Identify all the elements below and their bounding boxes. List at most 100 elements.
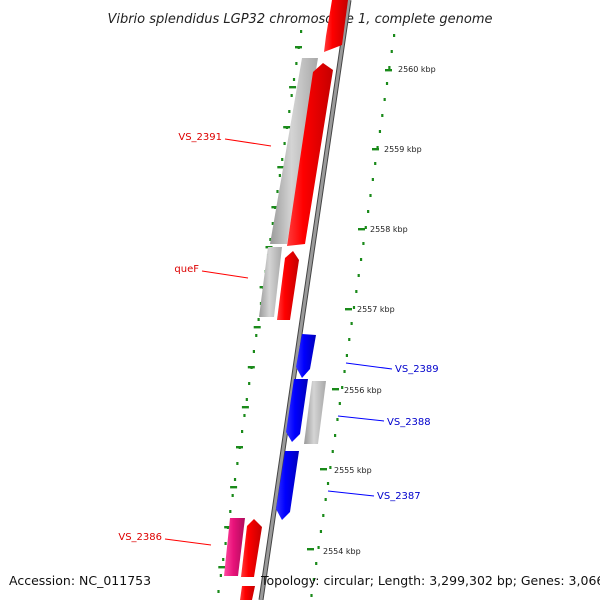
scale-tick [247, 366, 255, 369]
scale-dot [255, 334, 258, 337]
scale-dot [222, 558, 225, 561]
gene-label-vs2388[interactable]: VS_2388 [337, 415, 431, 428]
scale-dot [352, 306, 356, 309]
scale-tick [385, 69, 392, 72]
gene-label-vs2389[interactable]: VS_2389 [345, 362, 439, 375]
gene-reverse-2388 [286, 379, 308, 442]
gene-grey-2392 [270, 58, 318, 244]
scale-dot [385, 82, 389, 85]
scale-dot [312, 578, 315, 581]
scale-dot [310, 594, 313, 597]
scale-dot [326, 482, 330, 485]
tick-label: 2557 kbp [357, 305, 395, 314]
scale-dot [319, 530, 323, 533]
scale-tick [332, 388, 339, 391]
gene-label-vs2387[interactable]: VS_2387 [327, 490, 421, 502]
scale-tick [283, 126, 291, 129]
gene-label-quef[interactable]: queF [174, 264, 249, 279]
gene-label-text: VS_2387 [377, 491, 421, 502]
scale-dot [269, 238, 272, 241]
scale-dot [236, 462, 239, 465]
gene-label-text: VS_2391 [178, 132, 222, 143]
scale-dot [231, 494, 234, 497]
scale-dot [364, 226, 367, 229]
scale-dot [334, 434, 337, 437]
scale-dot [283, 142, 286, 145]
genome-backbone [258, 0, 352, 600]
scale-dot [367, 210, 370, 213]
gene-grey-2388b [304, 381, 326, 444]
gene-forward-2386 [241, 519, 262, 577]
scale-dot [383, 98, 386, 101]
scale-dot [393, 34, 396, 37]
accession-text: Accession: NC_011753 [9, 573, 152, 588]
scale-dot [362, 242, 365, 245]
gene-grey-quef [259, 247, 282, 317]
scale-dot [315, 562, 318, 565]
scale-dot [329, 466, 332, 469]
map-title: Vibrio splendidus LGP32 chromosome 1, co… [107, 12, 492, 27]
scale-dot [278, 174, 281, 177]
scale-dot [357, 274, 360, 277]
scale-dot [245, 398, 248, 401]
scale-dot [224, 542, 227, 545]
scale-dot [345, 354, 348, 357]
scale-dot [378, 130, 382, 133]
scale-tick [307, 548, 314, 551]
scale-tick [253, 326, 261, 329]
scale-tick [224, 526, 232, 529]
scale-dot [219, 574, 222, 577]
scale-dot [374, 162, 377, 165]
gene-label-text: VS_2388 [387, 417, 431, 428]
scale-dot [388, 66, 391, 69]
scale-dot [295, 62, 298, 65]
scale-dot [371, 178, 374, 181]
tick-marks [218, 46, 392, 569]
scale-dot [338, 402, 341, 405]
scale-tick [358, 228, 365, 231]
scale-dot [229, 510, 232, 513]
scale-dot [252, 350, 255, 353]
scale-dot [322, 514, 325, 517]
scale-tick [372, 148, 379, 151]
scale-dot [271, 222, 274, 225]
scale-dot [359, 258, 363, 261]
tick-label: 2559 kbp [384, 145, 422, 154]
scale-dot [292, 78, 296, 81]
scale-tick [289, 86, 297, 89]
tick-label: 2558 kbp [370, 225, 408, 234]
topology-text: Topology: circular; Length: 3,299,302 bp… [261, 573, 600, 588]
gene-label-text: VS_2389 [395, 364, 439, 375]
scale-dot [241, 430, 244, 433]
scale-dot [243, 414, 246, 417]
gene-reverse-2389 [296, 334, 316, 378]
scale-dot [355, 290, 358, 293]
gene-label-text: queF [174, 264, 199, 275]
scale-dot [348, 338, 351, 341]
scale-dot [369, 194, 372, 197]
gene-forward-bottom [240, 586, 255, 600]
scale-dot [290, 94, 293, 97]
scale-tick [345, 308, 352, 311]
scale-tick [320, 468, 327, 471]
scale-tick [271, 206, 279, 209]
tick-label: 2560 kbp [398, 65, 436, 74]
scale-dot [300, 30, 303, 33]
tick-label: 2555 kbp [334, 466, 372, 475]
scale-dot [217, 590, 220, 593]
gene-label-vs2391[interactable]: VS_2391 [178, 132, 272, 147]
scale-dot [324, 498, 327, 501]
scale-dot [376, 146, 379, 149]
gene-label-vs2386[interactable]: VS_2386 [118, 532, 212, 546]
scale-dot [248, 382, 251, 385]
gene-forward-top [324, 0, 348, 52]
scale-dot [276, 190, 279, 193]
scale-dot [317, 546, 320, 549]
scale-dot [381, 114, 384, 117]
gene-forward-quef [277, 251, 299, 320]
scale-tick [277, 166, 285, 169]
scale-dot [350, 322, 353, 325]
scale-tick [241, 406, 249, 409]
scale-dot [343, 370, 346, 373]
